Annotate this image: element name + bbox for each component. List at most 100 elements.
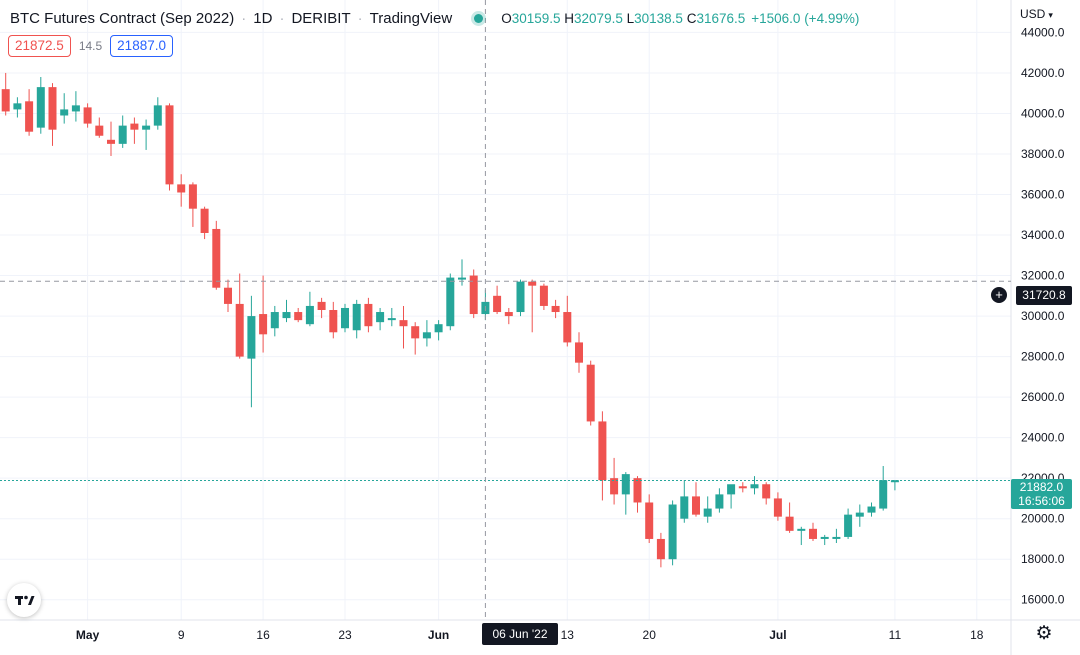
candle-body [516, 281, 525, 313]
candle-body [177, 184, 186, 193]
candle-body [645, 502, 654, 539]
currency-selector[interactable]: USD ▾ [1020, 7, 1053, 21]
candle-down [493, 285, 502, 315]
candle-down [785, 502, 794, 533]
candle-down [177, 174, 186, 207]
candle-body [551, 305, 560, 313]
candle-down [25, 89, 34, 136]
candle-body [809, 528, 817, 539]
candle-down [130, 117, 139, 144]
candle-body [83, 107, 92, 124]
candle-body [656, 538, 665, 560]
candle-body [329, 310, 338, 333]
candle-up [305, 291, 314, 327]
time-tick-label: 9 [178, 628, 185, 642]
candle-down [1, 72, 10, 116]
candle-body [341, 307, 349, 329]
candle-body [563, 312, 572, 343]
candle-body [317, 301, 326, 310]
market-status-icon[interactable] [474, 13, 484, 23]
candle-body [60, 109, 69, 116]
last-price-label: 21882.0 16:56:06 [1011, 479, 1072, 509]
candle-body [668, 504, 677, 560]
candle-down [692, 482, 700, 517]
candle-body [855, 512, 864, 517]
time-tick-label: Jun [428, 628, 449, 642]
candle-body [738, 486, 747, 489]
low-value: 30138.5 [634, 10, 683, 26]
candle-body [773, 498, 782, 517]
candle-up [142, 119, 151, 150]
candle-body [844, 514, 853, 537]
candle-down [762, 482, 771, 505]
candle-up [820, 534, 829, 546]
candle-body [305, 305, 314, 325]
candle-up [680, 480, 689, 523]
candle-body [200, 208, 209, 234]
price-tick-label: 26000.0 [1021, 390, 1065, 404]
candle-up [797, 526, 806, 546]
candle-body [458, 277, 466, 280]
candle-down [773, 492, 782, 521]
price-axis[interactable]: 16000.018000.020000.022000.024000.026000… [1021, 25, 1065, 606]
candle-down [528, 279, 537, 333]
close-value: 31676.5 [696, 10, 746, 26]
candle-up [668, 500, 677, 566]
candle-up [60, 93, 69, 124]
candle-up [341, 303, 349, 333]
candle-down [411, 322, 420, 355]
candle-up [387, 307, 396, 327]
candle-down [633, 476, 642, 513]
price-tick-label: 40000.0 [1021, 106, 1065, 120]
candle-up [118, 115, 127, 148]
candle-body [399, 320, 408, 327]
candle-down [212, 220, 221, 290]
time-tick-label: Jul [769, 628, 786, 642]
candle-down [329, 301, 338, 339]
candle-up [71, 91, 80, 122]
candle-body [528, 281, 537, 286]
symbol-title[interactable]: BTC Futures Contract (Sep 2022) [10, 9, 235, 27]
last-price-value: 21882.0 [1019, 480, 1064, 494]
legend-separator: · [357, 9, 363, 27]
candle-body [25, 101, 34, 132]
buy-price-button[interactable]: 21887.0 [110, 35, 173, 57]
chart-legend: BTC Futures Contract (Sep 2022) · 1D · D… [10, 8, 859, 28]
candle-up [879, 466, 888, 511]
candle-up [750, 476, 759, 495]
candle-up [855, 504, 864, 527]
candle-up [844, 508, 853, 539]
candle-body [259, 314, 268, 335]
candle-down [235, 273, 244, 359]
candle-up [621, 472, 630, 515]
interval-label[interactable]: 1D [253, 9, 273, 27]
candle-body [610, 478, 619, 495]
candle-down [294, 307, 303, 323]
tradingview-logo-icon[interactable] [7, 583, 41, 617]
candle-up [352, 299, 361, 339]
candle-body [446, 277, 455, 327]
candle-down [469, 269, 478, 319]
candle-body [142, 125, 151, 130]
candle-down [200, 206, 209, 240]
candle-body [434, 324, 443, 333]
candle-down [575, 332, 583, 373]
candle-up [715, 488, 724, 513]
plus-circle-icon[interactable]: + [991, 287, 1007, 303]
candle-down [809, 522, 817, 541]
candle-body [282, 312, 291, 319]
candle-body [1, 89, 10, 112]
candle-up [247, 295, 256, 408]
candle-down [563, 295, 572, 347]
sell-price-button[interactable]: 21872.5 [8, 35, 71, 57]
gear-icon[interactable]: ⚙ [1035, 623, 1053, 644]
candle-down [656, 532, 665, 568]
close-key: C [686, 10, 697, 26]
candle-body [235, 303, 244, 357]
candle-body [13, 103, 22, 110]
candle-body [364, 303, 373, 327]
candle-down [551, 299, 560, 319]
time-axis[interactable]: May 9 16 23 Jun 13 20 Jul 11 18 [76, 628, 984, 642]
tradingview-logo-glyph [15, 595, 35, 605]
